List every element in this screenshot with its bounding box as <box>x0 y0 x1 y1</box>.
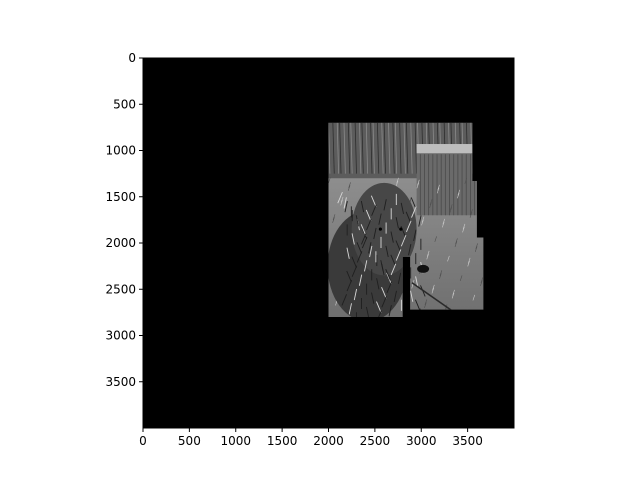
y-axis: 0 500 1000 1500 2000 2500 3000 3500 <box>105 51 143 389</box>
x-tick-label: 500 <box>178 434 201 448</box>
grayscale-dog-photo-icon <box>328 122 484 317</box>
x-tick-label: 1000 <box>220 434 251 448</box>
x-axis: 0 500 1000 1500 2000 2500 3000 3500 <box>139 428 483 448</box>
dog-photo <box>328 122 484 317</box>
y-tick-label: 3500 <box>105 375 136 389</box>
y-tick-label: 3000 <box>105 329 136 343</box>
chart-axes <box>142 57 515 429</box>
y-tick-label: 2000 <box>105 236 136 250</box>
x-tick-label: 3500 <box>452 434 483 448</box>
x-tick-label: 3000 <box>406 434 437 448</box>
y-tick-label: 2500 <box>105 282 136 296</box>
y-tick-label: 1500 <box>105 190 136 204</box>
x-tick-label: 0 <box>139 434 147 448</box>
y-tick-label: 0 <box>128 51 136 65</box>
y-tick-label: 500 <box>113 97 136 111</box>
y-tick-label: 1000 <box>105 144 136 158</box>
x-tick-label: 1500 <box>267 434 298 448</box>
x-tick-label: 2500 <box>360 434 391 448</box>
x-tick-label: 2000 <box>313 434 344 448</box>
